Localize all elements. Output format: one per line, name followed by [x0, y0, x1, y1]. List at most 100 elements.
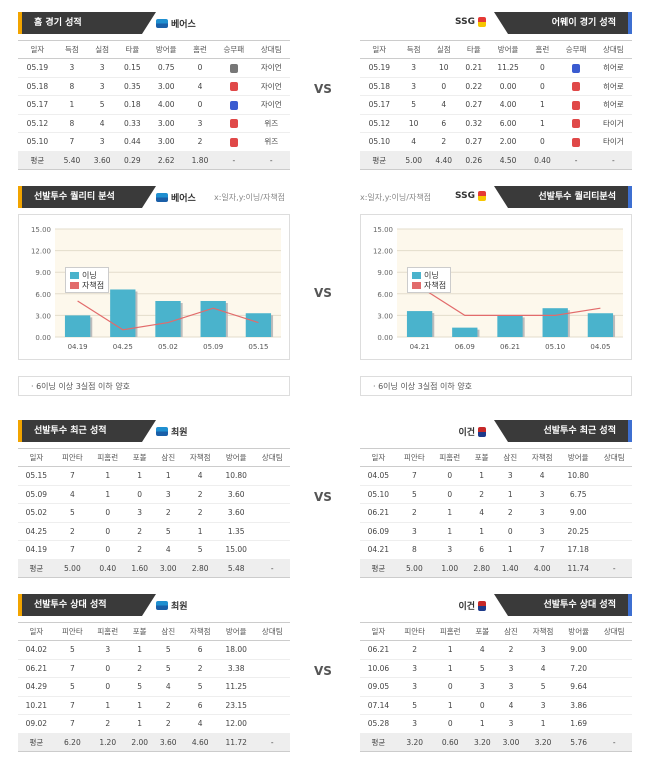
vs-label-2: VS [314, 286, 332, 300]
table-cell: 10 [398, 114, 429, 133]
y-tick-label: 6.00 [35, 291, 51, 299]
average-cell: 3.60 [87, 151, 118, 170]
table-cell: 자이언 [252, 58, 290, 78]
table-cell: 7.20 [560, 659, 597, 678]
table-cell: 4 [182, 714, 218, 734]
table-cell: 7 [54, 540, 91, 560]
column-header: 삼진 [496, 622, 526, 641]
table-row: 04.19 7 0 2 4 5 15.00 [18, 540, 290, 560]
table-cell: 3 [525, 696, 561, 715]
table-cell: 3 [496, 677, 526, 697]
table-cell: 9.64 [560, 677, 597, 697]
legend-earned-runs: 자책점 [70, 280, 104, 290]
table-row: 04.21 8 3 6 1 7 17.18 [360, 540, 632, 560]
average-cell: 3.60 [153, 733, 183, 752]
table-cell: 04.25 [18, 522, 55, 541]
table-cell: 1 [432, 503, 468, 523]
table-cell: 타이거 [594, 114, 632, 133]
bears-logo-icon [156, 19, 168, 28]
header-row: 일자 피안타 피홈런 포볼 삼진 자책점 방어율 상대팀 [360, 448, 632, 467]
table-cell: 1 [432, 640, 468, 660]
table-cell: 5 [54, 677, 91, 697]
recent-left-pitcher: 최원 [156, 425, 188, 438]
y-tick-label: 12.00 [31, 248, 51, 256]
recent-right-title: 선발투수 최근 성적 [494, 420, 632, 442]
table-cell: 자이언 [252, 77, 290, 96]
table-cell: 1 [182, 522, 218, 541]
quality-left-legend: 이닝 자책점 [65, 267, 110, 293]
table-cell: 0 [90, 503, 126, 523]
earned-runs-line [77, 300, 259, 331]
table-cell: 3 [125, 503, 154, 523]
table-cell: 05.10 [18, 132, 57, 152]
table-cell: 1 [153, 466, 183, 486]
average-cell: 평균 [360, 733, 397, 752]
table-cell: 7 [54, 659, 91, 678]
away-record-panel: SSG 어웨이 경기 성적 일자 득점 실점 타율 방어율 홈런 승무패 상대팀 05.19 3 1… [360, 12, 632, 170]
table-cell: 히어로 [594, 95, 632, 115]
table-row: 04.25 2 0 2 5 1 1.35 [18, 522, 290, 541]
table-cell: 4 [428, 95, 459, 115]
home-record-title: 홈 경기 성적 [18, 12, 156, 34]
table-cell [254, 485, 290, 504]
quality-right-title: 선발투수 퀄리티분석 [494, 186, 632, 208]
table-cell: 9.00 [560, 640, 597, 660]
table-cell [254, 640, 290, 660]
result-cell [215, 58, 253, 78]
table-cell [596, 696, 632, 715]
x-tick-label: 06.09 [455, 343, 475, 351]
home-record-header: 홈 경기 성적 베어스 [18, 12, 290, 34]
table-cell: 2 [496, 640, 526, 660]
table-cell: 2 [396, 503, 433, 523]
table-cell: 07.14 [360, 696, 397, 715]
result-badge-icon [229, 119, 238, 128]
vs-label-3: VS [314, 490, 332, 504]
header-row: 일자 득점 실점 타율 방어율 홈런 승무패 상대팀 [18, 40, 290, 59]
y-tick-label: 9.00 [377, 269, 393, 277]
table-cell: 0 [432, 466, 468, 486]
result-badge-icon [572, 82, 581, 91]
average-cell: 평균 [360, 559, 397, 578]
table-cell: 3.86 [560, 696, 597, 715]
column-header: 방어율 [217, 448, 255, 467]
table-cell: 1 [525, 714, 561, 734]
table-cell: 10.80 [217, 466, 255, 486]
table-cell: 3 [467, 677, 497, 697]
average-cell: 0.40 [90, 559, 126, 578]
recent-left-panel: 선발투수 최근 성적 최원 일자 피안타 피홈런 포볼 삼진 자책점 방어율 상대팀 05.15… [18, 420, 290, 578]
table-cell: 타이거 [594, 132, 632, 152]
column-header: 승무패 [557, 40, 595, 59]
table-cell: 3.60 [217, 485, 255, 504]
table-cell: 04.19 [18, 540, 55, 560]
table-cell: 05.18 [18, 77, 57, 96]
average-cell: 3.00 [153, 559, 183, 578]
table-row: 10.21 7 1 1 2 6 23.15 [18, 696, 290, 715]
table-cell: 자이언 [252, 95, 290, 115]
average-cell: 평균 [18, 733, 55, 752]
recent-left-header: 선발투수 최근 성적 최원 [18, 420, 290, 442]
header-row: 일자 득점 실점 타율 방어율 홈런 승무패 상대팀 [360, 40, 632, 59]
table-cell: 2 [428, 132, 459, 152]
column-header: 자책점 [182, 622, 218, 641]
table-row: 04.05 7 0 1 3 4 10.80 [360, 466, 632, 486]
x-tick-label: 06.21 [500, 343, 520, 351]
average-cell: 5.00 [398, 151, 429, 170]
column-header: 상대팀 [594, 40, 632, 59]
quality-left-panel: 선발투수 퀄리티 분석 베어스 x:일자,y:이닝/자책점 15.00 12.00… [18, 186, 290, 396]
table-cell: 05.18 [360, 77, 399, 96]
column-header: 홈런 [184, 40, 216, 59]
quality-right-axis-note: x:일자,y:이닝/자책점 [360, 193, 432, 202]
table-cell: 0 [90, 677, 126, 697]
average-cell: - [252, 151, 290, 170]
vs-left-panel: 선발투수 상대 성적 최원 일자 피안타 피홈런 포볼 삼진 자책점 방어율 상대팀 04.02… [18, 594, 290, 752]
result-badge-icon [229, 137, 238, 147]
bears-logo-icon [156, 601, 168, 610]
table-row: 05.10 5 0 2 1 3 6.75 [360, 485, 632, 504]
column-header: 삼진 [495, 448, 525, 467]
table-cell: 4 [525, 659, 561, 678]
table-cell: 5 [467, 659, 497, 678]
table-cell: 06.21 [360, 503, 397, 523]
table-cell: 1 [527, 114, 558, 133]
table-cell: 1 [527, 95, 558, 115]
average-cell: 6.20 [54, 733, 91, 752]
